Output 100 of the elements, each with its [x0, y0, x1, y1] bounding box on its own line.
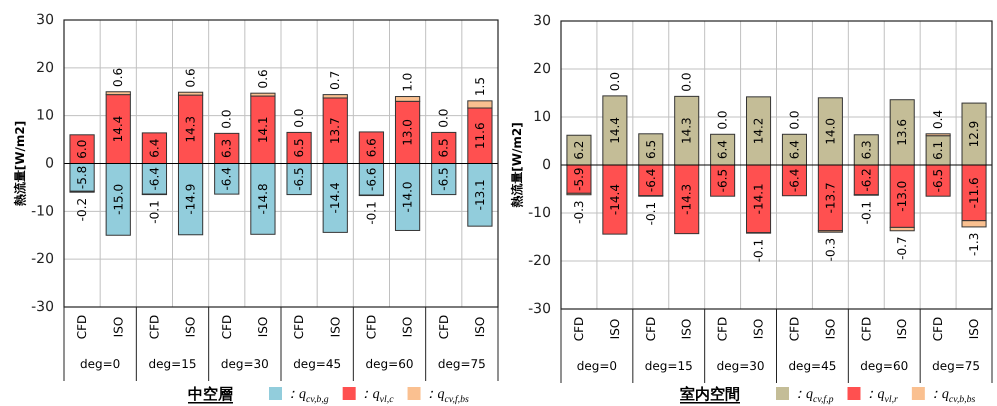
data-label: 1.5 — [472, 76, 487, 96]
text: deg=60 — [860, 359, 908, 373]
y-tick-label: 30 — [36, 12, 54, 28]
x-tick-label: CFD — [220, 314, 234, 340]
y-tick-label: -20 — [528, 253, 551, 269]
x-tick-label: ISO — [823, 318, 838, 340]
data-label: 12.9 — [967, 120, 982, 148]
data-label: 14.3 — [184, 116, 198, 143]
data-label: 14.4 — [111, 116, 126, 142]
y-tick-label: 30 — [533, 13, 551, 29]
y-tick-label: 0 — [542, 157, 551, 173]
y-tick-label: -30 — [31, 299, 54, 315]
data-label: -13.7 — [823, 182, 838, 214]
x-tick-label: ISO — [184, 316, 198, 338]
data-label: 13.6 — [895, 119, 910, 146]
text: deg=45 — [293, 357, 342, 371]
x-tick-label: ISO — [680, 318, 694, 340]
y-axis-title: 熱流量[W/m2] — [13, 120, 27, 208]
x-tick-label: ISO — [752, 318, 766, 340]
y-tick-label: 10 — [533, 109, 551, 125]
text: deg=45 — [788, 359, 836, 373]
x-tick-label: ISO — [472, 316, 487, 338]
text: deg=0 — [80, 357, 120, 371]
legend-title: 室内空間 — [680, 385, 740, 403]
data-label: -6.4 — [147, 167, 162, 191]
data-label: 11.6 — [472, 122, 487, 150]
data-label: -6.5 — [931, 168, 946, 192]
legend-label: ：q$_{cv,f,p}$ — [792, 386, 834, 405]
x-tick-label: CFD — [931, 316, 946, 342]
x-tick-label: ISO — [328, 316, 342, 338]
data-label: 0.0 — [680, 72, 694, 92]
data-label: 0.6 — [111, 68, 126, 87]
data-label: 14.3 — [680, 117, 694, 144]
data-label: 0.0 — [220, 110, 234, 129]
x-tick-label: CFD — [572, 316, 586, 342]
data-label: 0.0 — [292, 108, 306, 128]
y-tick-label: -10 — [528, 205, 551, 221]
x-tick-label: ISO — [111, 316, 126, 338]
data-label: 6.5 — [644, 140, 658, 159]
data-label: -6.4 — [644, 168, 658, 192]
data-label: 14.4 — [608, 117, 622, 144]
data-label: -0.1 — [859, 200, 874, 224]
data-label: -14.8 — [256, 183, 270, 214]
y-axis-title: 熱流量[W/m2] — [510, 122, 524, 209]
data-label: 14.1 — [256, 116, 270, 144]
data-label: -0.7 — [895, 236, 910, 260]
x-tick-label: CFD — [364, 314, 378, 340]
data-label: 6.3 — [220, 138, 234, 158]
data-label: -5.9 — [572, 167, 586, 191]
text: deg=15 — [644, 359, 693, 373]
data-label: 6.4 — [787, 140, 802, 160]
legend-title: 中空層 — [188, 385, 233, 403]
x-tick-label: ISO — [895, 318, 910, 340]
data-label: -14.4 — [328, 182, 342, 214]
data-label: 0.6 — [256, 69, 270, 88]
x-tick-label: CFD — [859, 316, 874, 342]
data-label: -5.8 — [75, 166, 90, 190]
data-label: -11.6 — [967, 177, 982, 208]
data-label: 6.5 — [436, 138, 451, 158]
data-label: -6.4 — [220, 167, 234, 191]
x-tick-label: ISO — [608, 318, 622, 340]
data-label: -6.6 — [364, 168, 378, 191]
text: deg=60 — [366, 357, 414, 371]
y-tick-label: 20 — [533, 61, 551, 77]
legend-label: ：q$_{cv,b,g}$ — [285, 386, 329, 405]
data-label: -14.0 — [400, 181, 415, 213]
data-label: -6.5 — [716, 168, 730, 192]
data-label: -13.0 — [895, 180, 910, 212]
data-label: -0.3 — [823, 238, 838, 262]
x-tick-label: ISO — [256, 316, 270, 338]
data-label: 1.0 — [400, 72, 415, 92]
data-label: 14.0 — [823, 118, 838, 145]
data-label: -6.2 — [859, 168, 874, 192]
data-label: 0.0 — [608, 72, 622, 92]
data-label: -0.2 — [75, 198, 90, 222]
data-label: 6.6 — [364, 138, 378, 158]
data-label: -14.4 — [608, 184, 622, 216]
data-label: 0.7 — [328, 70, 342, 90]
legend-label: ：q$_{vl,r}$ — [864, 386, 898, 405]
data-label: 6.5 — [292, 138, 306, 158]
data-label: -14.9 — [184, 184, 198, 215]
data-label: 6.4 — [716, 140, 730, 160]
x-tick-label: CFD — [644, 316, 658, 342]
x-tick-label: ISO — [967, 318, 982, 340]
y-tick-label: 0 — [45, 156, 54, 172]
data-label: -13.1 — [472, 179, 487, 210]
x-tick-label: CFD — [292, 314, 306, 340]
y-tick-label: -30 — [528, 301, 551, 317]
data-label: 0.0 — [436, 108, 451, 128]
data-label: -15.0 — [111, 184, 126, 215]
data-label: -0.1 — [644, 202, 658, 226]
data-label: -0.1 — [364, 201, 378, 225]
text: deg=0 — [576, 359, 618, 373]
data-label: 6.1 — [931, 140, 946, 160]
x-tick-label: CFD — [147, 314, 162, 340]
text: deg=30 — [220, 357, 269, 371]
data-label: -6.5 — [436, 167, 451, 191]
data-label: -1.3 — [967, 232, 982, 256]
data-label: 6.4 — [147, 138, 162, 158]
data-label: 0.0 — [787, 110, 802, 130]
